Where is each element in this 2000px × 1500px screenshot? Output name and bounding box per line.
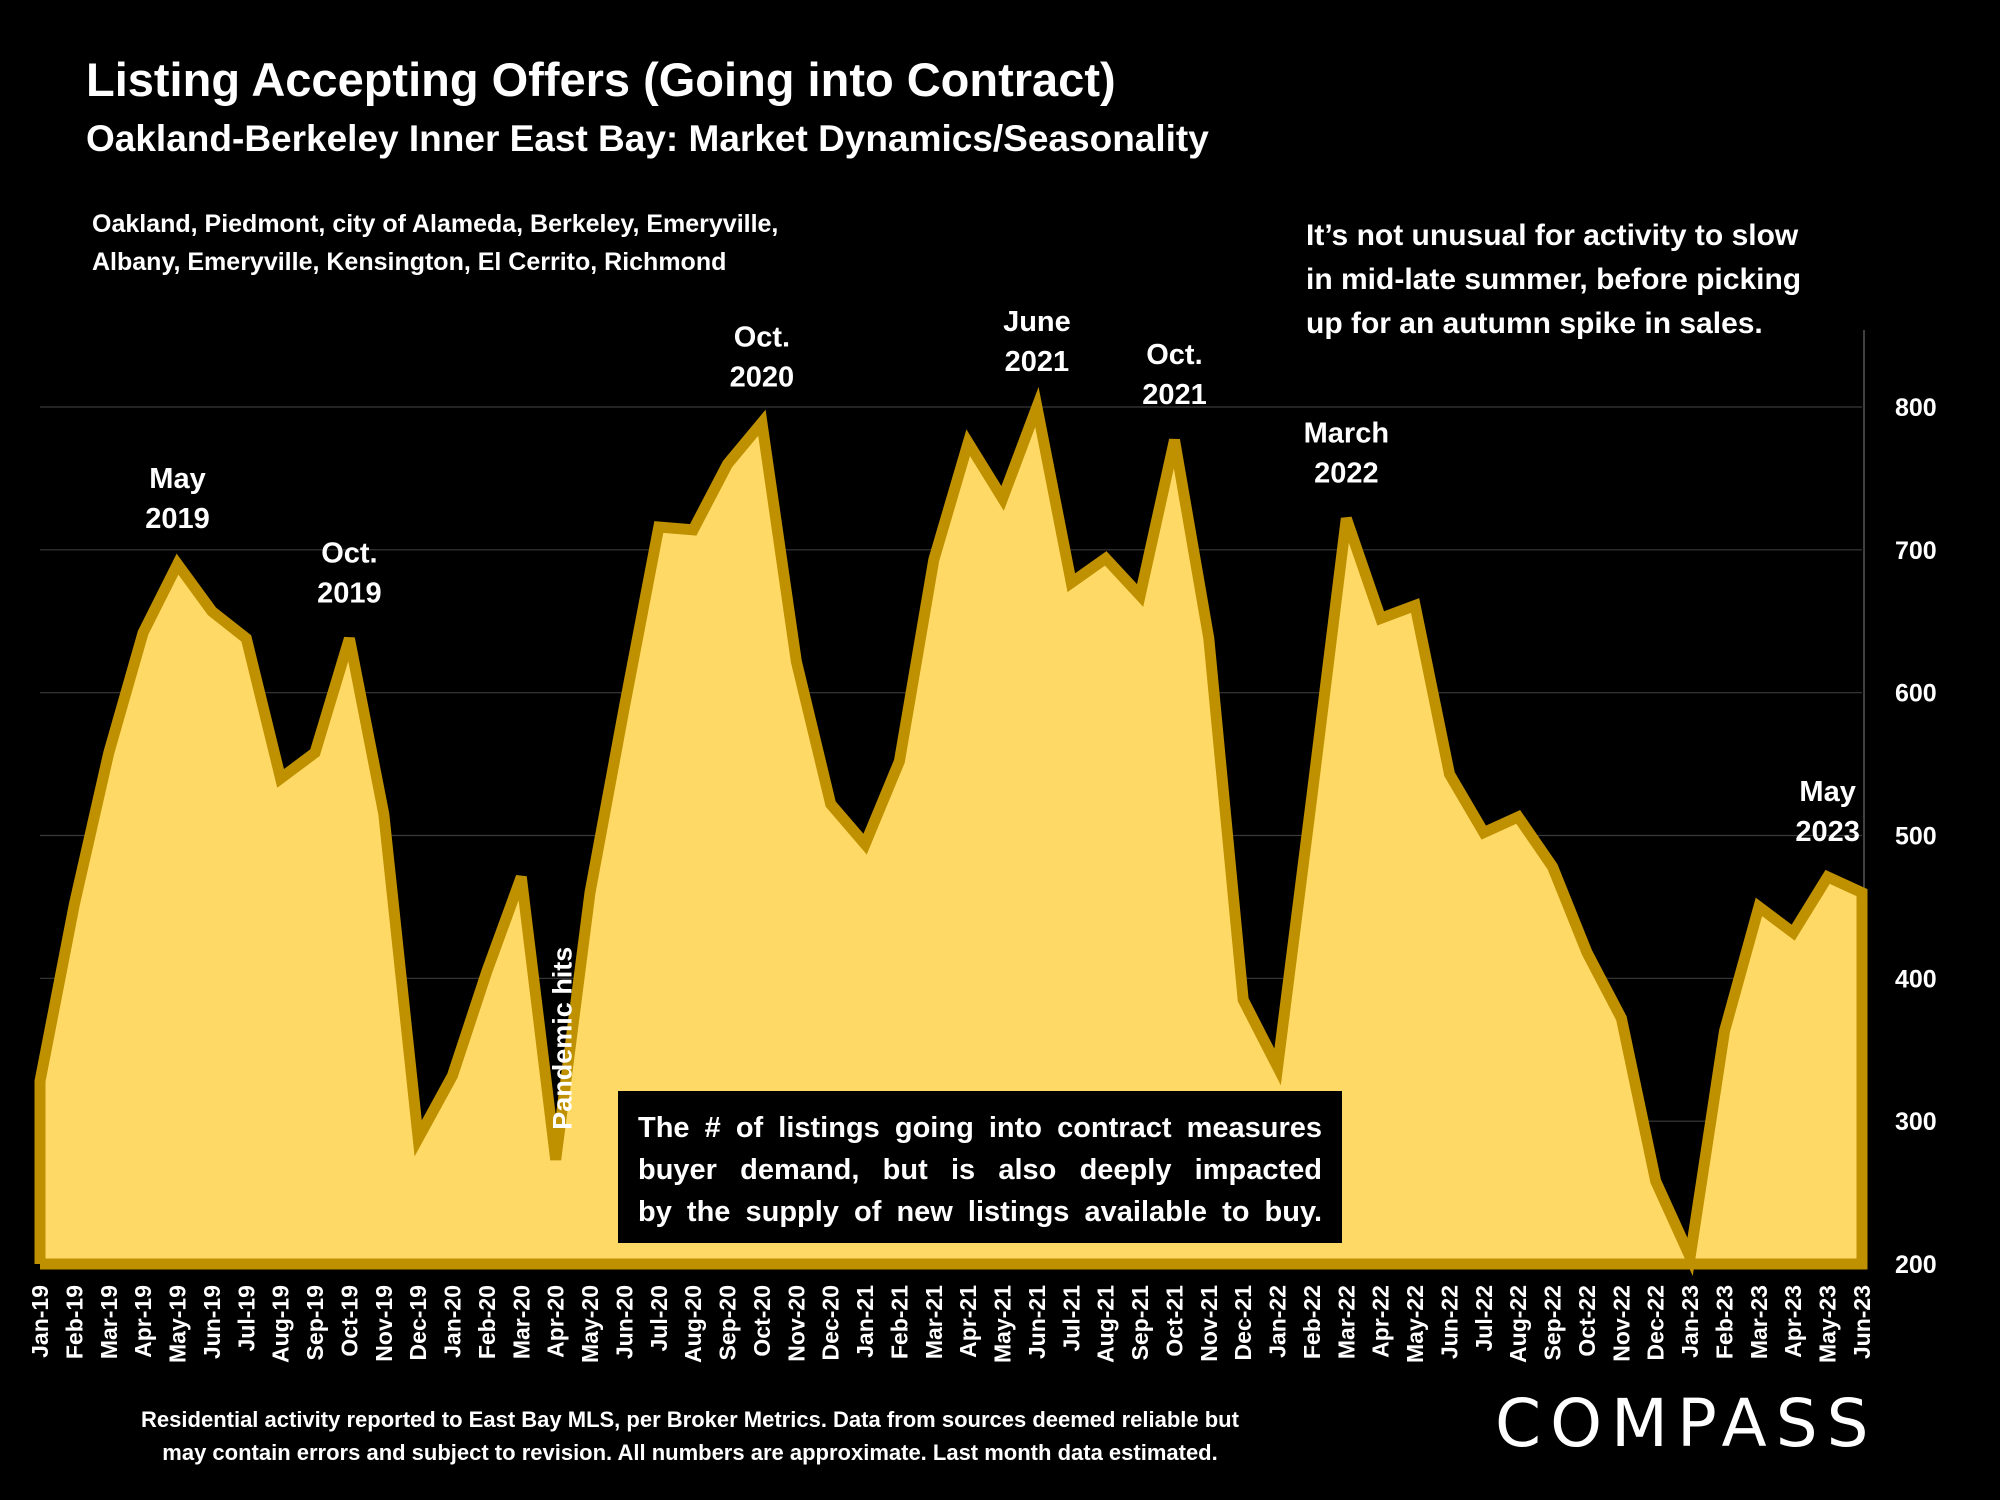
x-tick-label: Nov-22: [1608, 1285, 1634, 1362]
x-tick-label: Aug-19: [268, 1285, 294, 1363]
demand-note-line: by the supply of new listings available …: [638, 1196, 1322, 1228]
x-tick-label: Jun-20: [611, 1285, 637, 1359]
annotation-label: 2021: [1142, 379, 1207, 411]
x-tick-label: Jun-19: [199, 1285, 225, 1359]
x-tick-label: Dec-20: [818, 1285, 844, 1360]
cities-note: Oakland, Piedmont, city of Alameda, Berk…: [92, 205, 778, 281]
x-tick-label: Mar-19: [96, 1285, 122, 1359]
x-tick-label: Jul-21: [1058, 1285, 1084, 1352]
x-tick-label: Feb-19: [61, 1285, 87, 1359]
x-tick-label: Mar-22: [1333, 1285, 1359, 1359]
x-tick-label: Apr-20: [543, 1285, 569, 1358]
x-tick-label: Dec-22: [1643, 1285, 1669, 1360]
x-tick-label: Nov-21: [1196, 1285, 1222, 1362]
annotation-label: 2023: [1795, 816, 1860, 848]
x-tick-label: May-19: [165, 1285, 191, 1363]
annotation-label: Pandemic hits: [548, 947, 578, 1130]
y-tick-label: 500: [1895, 823, 1937, 851]
x-tick-label: Jul-20: [646, 1285, 672, 1351]
x-tick-label: May-22: [1402, 1285, 1428, 1363]
series-line: [34, 386, 1868, 1277]
x-tick-label: Sep-22: [1540, 1285, 1566, 1360]
x-tick-label: Apr-23: [1780, 1285, 1806, 1358]
y-tick-label: 400: [1895, 965, 1937, 993]
annotation-label: 2020: [730, 362, 795, 394]
y-tick-label: 700: [1895, 537, 1937, 565]
x-tick-label: Mar-21: [921, 1285, 947, 1359]
x-tick-label: Nov-20: [783, 1285, 809, 1362]
x-tick-label: Feb-21: [886, 1285, 912, 1359]
x-tick-label: Apr-19: [130, 1285, 156, 1358]
x-tick-label: Aug-20: [680, 1285, 706, 1363]
annotation-label: 2019: [145, 503, 210, 535]
y-tick-label: 300: [1895, 1108, 1937, 1136]
annotation-label: 2022: [1314, 457, 1379, 489]
annotation-label: June: [1003, 306, 1071, 338]
annotation-label: 2021: [1005, 346, 1070, 378]
x-tick-label: Apr-22: [1368, 1285, 1394, 1358]
x-tick-label: Feb-22: [1299, 1285, 1325, 1359]
y-tick-label: 600: [1895, 680, 1937, 708]
x-tick-label: Jan-19: [27, 1285, 53, 1358]
x-tick-label: May-23: [1815, 1285, 1841, 1363]
compass-logo: COMPASS: [1495, 1385, 1878, 1462]
annotation-label: March: [1304, 417, 1389, 449]
y-tick-label: 200: [1895, 1251, 1937, 1279]
annotation-label: May: [1799, 776, 1855, 808]
x-tick-label: Aug-21: [1093, 1285, 1119, 1363]
x-tick-label: Oct-22: [1574, 1285, 1600, 1357]
x-tick-label: Jun-22: [1436, 1285, 1462, 1359]
series-area: [40, 407, 1862, 1264]
source-footnote: Residential activity reported to East Ba…: [130, 1403, 1250, 1469]
x-tick-label: Jun-21: [1024, 1285, 1050, 1359]
x-tick-label: Dec-19: [405, 1285, 431, 1360]
x-tick-label: May-21: [990, 1285, 1016, 1363]
x-tick-label: Jan-21: [852, 1285, 878, 1358]
x-tick-label: Aug-22: [1505, 1285, 1531, 1363]
chart-subtitle: Oakland-Berkeley Inner East Bay: Market …: [86, 118, 1209, 159]
x-tick-label: Apr-21: [955, 1285, 981, 1358]
seasonality-note: It’s not unusual for activity to slow in…: [1306, 214, 1801, 346]
demand-note-box: The # of listings going into contract me…: [618, 1091, 1342, 1243]
x-tick-label: Nov-19: [371, 1285, 397, 1362]
annotation-label: 2019: [317, 577, 382, 609]
y-tick-label: 800: [1895, 394, 1937, 422]
demand-note-line: buyer demand, but is also deeply impacte…: [638, 1154, 1322, 1186]
x-tick-label: May-20: [577, 1285, 603, 1363]
annotation-label: Oct.: [734, 322, 790, 354]
annotation-label: Oct.: [321, 537, 377, 569]
x-tick-label: Feb-20: [474, 1285, 500, 1359]
x-tick-label: Jan-22: [1265, 1285, 1291, 1358]
x-tick-label: Jan-23: [1677, 1285, 1703, 1358]
seasonality-note-line: It’s not unusual for activity to slow: [1306, 219, 1799, 252]
x-tick-label: Dec-21: [1230, 1285, 1256, 1361]
x-tick-label: Jul-22: [1471, 1285, 1497, 1351]
demand-note-line: The # of listings going into contract me…: [638, 1112, 1322, 1144]
footnote-line: Residential activity reported to East Ba…: [141, 1407, 1239, 1432]
x-tick-label: Oct-21: [1161, 1285, 1187, 1357]
x-tick-label: Jul-19: [233, 1285, 259, 1351]
x-tick-label: Feb-23: [1711, 1285, 1737, 1359]
cities-line: Oakland, Piedmont, city of Alameda, Berk…: [92, 210, 779, 238]
cities-line: Albany, Emeryville, Kensington, El Cerri…: [92, 248, 727, 276]
x-tick-label: Oct-19: [336, 1285, 362, 1357]
x-tick-label: Sep-19: [302, 1285, 328, 1360]
x-tick-label: Jun-23: [1849, 1285, 1875, 1359]
x-tick-label: Oct-20: [749, 1285, 775, 1357]
chart-title: Listing Accepting Offers (Going into Con…: [86, 53, 1116, 106]
x-tick-label: Mar-20: [508, 1285, 534, 1359]
x-tick-label: Sep-20: [715, 1285, 741, 1360]
footnote-line: may contain errors and subject to revisi…: [162, 1440, 1218, 1465]
x-tick-label: Sep-21: [1127, 1285, 1153, 1361]
seasonality-note-line: in mid-late summer, before picking: [1306, 263, 1802, 296]
x-tick-label: Jan-20: [440, 1285, 466, 1358]
annotation-label: Oct.: [1146, 339, 1202, 371]
seasonality-note-line: up for an autumn spike in sales.: [1306, 307, 1763, 340]
annotation-label: May: [149, 463, 205, 495]
x-tick-label: Mar-23: [1746, 1285, 1772, 1359]
